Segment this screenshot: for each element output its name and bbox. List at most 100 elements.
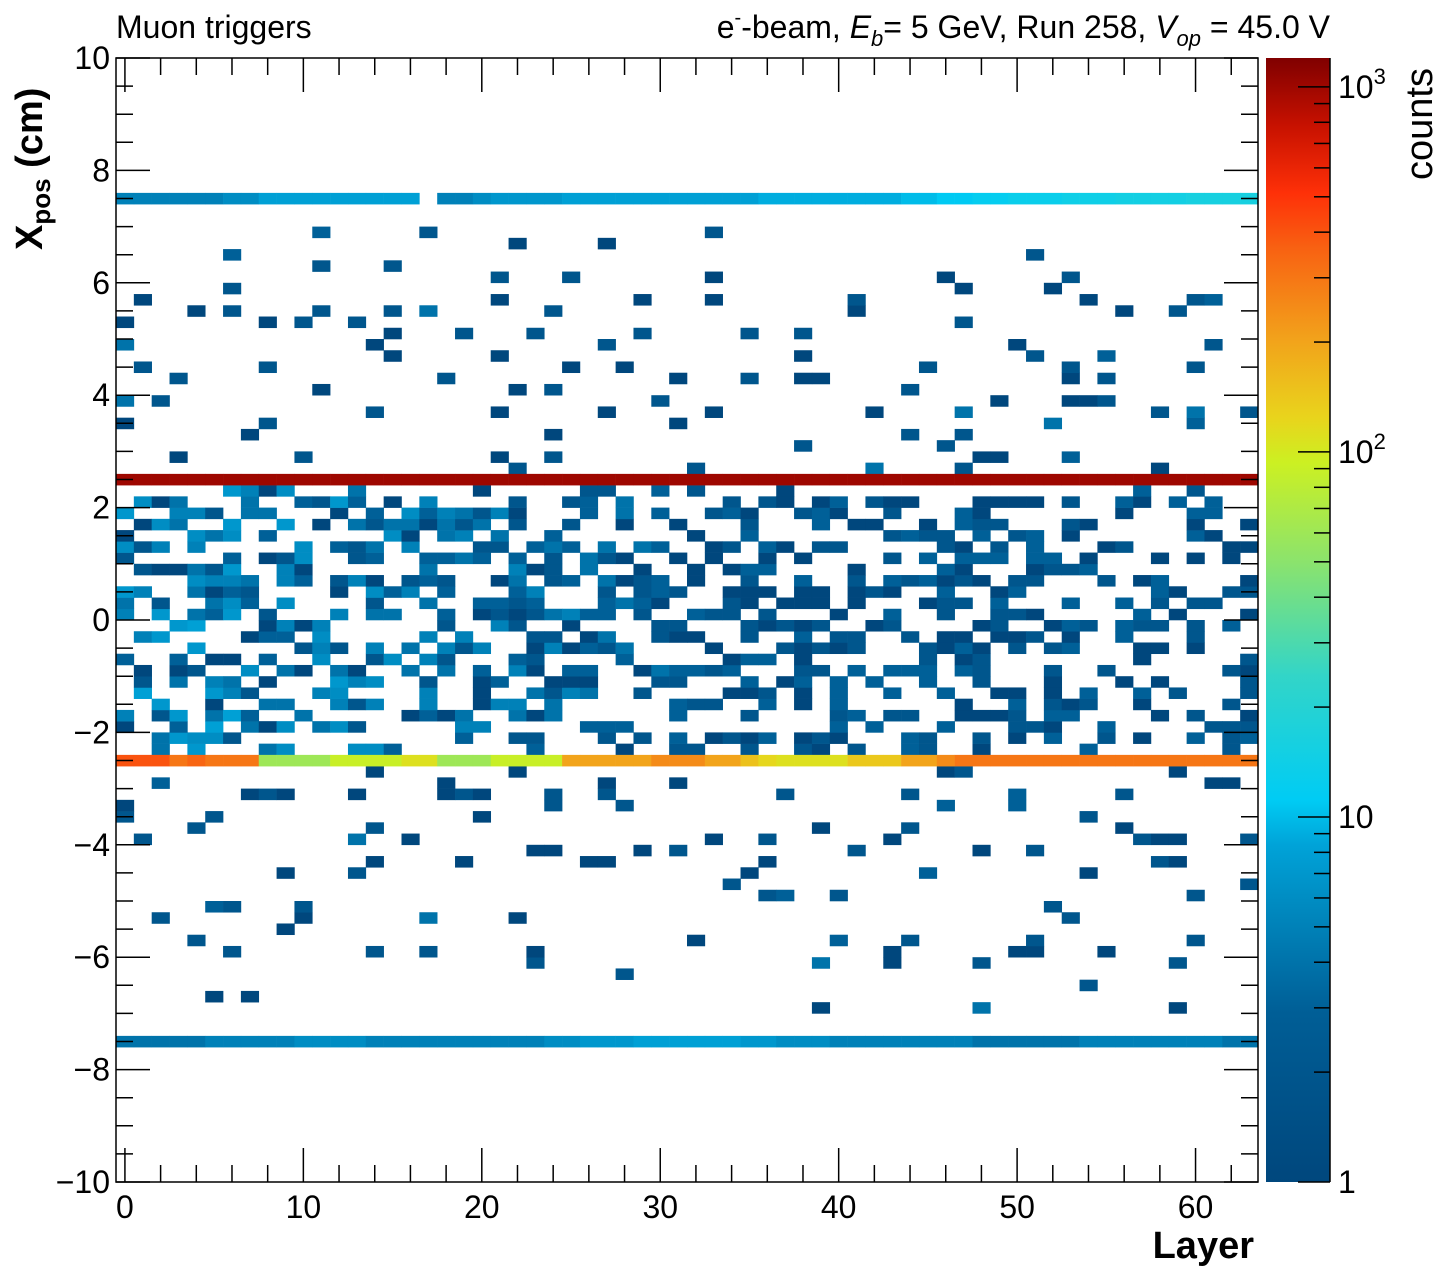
heatmap-cell	[865, 721, 884, 733]
heatmap-cell	[918, 361, 938, 374]
heatmap-cell	[651, 597, 670, 610]
heatmap-cell	[437, 507, 456, 520]
heatmap-cell	[740, 653, 759, 666]
heatmap-cell	[740, 709, 759, 722]
heatmap-cell	[954, 653, 973, 666]
heatmap-cell	[597, 608, 616, 621]
heatmap-cell	[312, 653, 331, 666]
band-cell	[1115, 754, 1134, 767]
heatmap-cell	[1026, 575, 1045, 587]
band-cell	[1079, 1035, 1098, 1048]
heatmap-cell	[187, 541, 206, 553]
band-cell	[883, 473, 902, 486]
heatmap-cell	[883, 608, 902, 621]
heatmap-cell	[544, 575, 563, 587]
heatmap-cell	[223, 518, 242, 531]
heatmap-cell	[1097, 732, 1116, 744]
heatmap-cell	[169, 451, 188, 463]
heatmap-cell	[258, 485, 277, 497]
heatmap-cell	[1222, 777, 1241, 789]
band-cell	[776, 1035, 795, 1048]
heatmap-cell	[455, 327, 474, 340]
band-cell	[990, 473, 1009, 486]
heatmap-cell	[116, 339, 135, 351]
heatmap-cell	[990, 395, 1009, 407]
heatmap-cell	[223, 282, 242, 295]
heatmap-cell	[687, 575, 706, 587]
heatmap-cell	[169, 676, 188, 688]
band-cell	[526, 473, 545, 486]
heatmap-cell	[1097, 945, 1116, 958]
heatmap-cell	[669, 777, 688, 789]
heatmap-cell	[205, 709, 224, 722]
heatmap-cell	[1150, 575, 1170, 587]
heatmap-cell	[508, 698, 527, 711]
heatmap-cell	[258, 417, 277, 430]
heatmap-cell	[330, 721, 349, 733]
heatmap-cell	[187, 732, 206, 744]
band-cell	[258, 1035, 277, 1048]
band-cell	[294, 754, 313, 767]
heatmap-cell	[794, 743, 813, 756]
band-cell	[151, 473, 170, 486]
band-cell	[455, 754, 474, 767]
band-cell	[365, 473, 384, 486]
band-cell	[597, 192, 616, 205]
heatmap-cell	[240, 709, 260, 722]
heatmap-cell	[1168, 496, 1187, 508]
band-cell	[1026, 192, 1045, 205]
heatmap-cell	[383, 530, 402, 542]
heatmap-cell	[437, 575, 456, 587]
y-tick-label: 8	[92, 152, 110, 188]
heatmap-cell	[472, 676, 492, 688]
heatmap-cell	[901, 496, 920, 508]
heatmap-cell	[133, 294, 152, 306]
heatmap-cell	[811, 507, 831, 520]
heatmap-cell	[526, 642, 545, 655]
heatmap-cell	[1026, 350, 1045, 362]
heatmap-cell	[544, 709, 563, 722]
heatmap-cell	[330, 608, 349, 621]
heatmap-cell	[258, 316, 277, 329]
heatmap-cell	[972, 732, 991, 744]
band-cell	[1150, 754, 1170, 767]
heatmap-cell	[1061, 451, 1080, 463]
heatmap-cell	[615, 518, 634, 531]
band-cell	[437, 1035, 456, 1048]
heatmap-cell	[526, 631, 545, 643]
heatmap-cell	[597, 856, 616, 868]
heatmap-cell	[151, 597, 170, 610]
band-cell	[633, 473, 652, 486]
x-tick-label: 10	[286, 1189, 322, 1225]
heatmap-cell	[508, 586, 527, 598]
heatmap-cell	[437, 372, 456, 385]
heatmap-cell	[811, 1002, 831, 1014]
heatmap-cell	[597, 597, 616, 610]
heatmap-cell	[419, 945, 438, 958]
heatmap-cell	[579, 856, 599, 868]
heatmap-cell	[597, 406, 616, 418]
band-cell	[312, 473, 331, 486]
band-cell	[669, 192, 688, 205]
heatmap-cell	[829, 541, 848, 553]
band-cell	[330, 754, 349, 767]
beam-label: -beam,	[741, 9, 849, 45]
band-cell	[972, 192, 991, 205]
beam-particle: e	[717, 9, 735, 45]
heatmap-cell	[883, 709, 902, 722]
heatmap-cell	[1097, 664, 1116, 677]
heatmap-cell	[829, 507, 848, 520]
band-cell	[544, 473, 563, 486]
heatmap-cell	[347, 867, 367, 879]
heatmap-cell	[1061, 530, 1080, 542]
heatmap-cell	[883, 664, 902, 677]
heatmap-cell	[223, 732, 242, 744]
heatmap-cell	[151, 631, 170, 643]
heatmap-cell	[151, 496, 170, 508]
heatmap-cell	[401, 664, 420, 677]
band-cell	[651, 1035, 670, 1048]
heatmap-cell	[276, 788, 295, 801]
heatmap-cell	[490, 451, 509, 463]
vop-symbol: V	[1155, 9, 1179, 45]
heatmap-cell	[365, 339, 384, 351]
